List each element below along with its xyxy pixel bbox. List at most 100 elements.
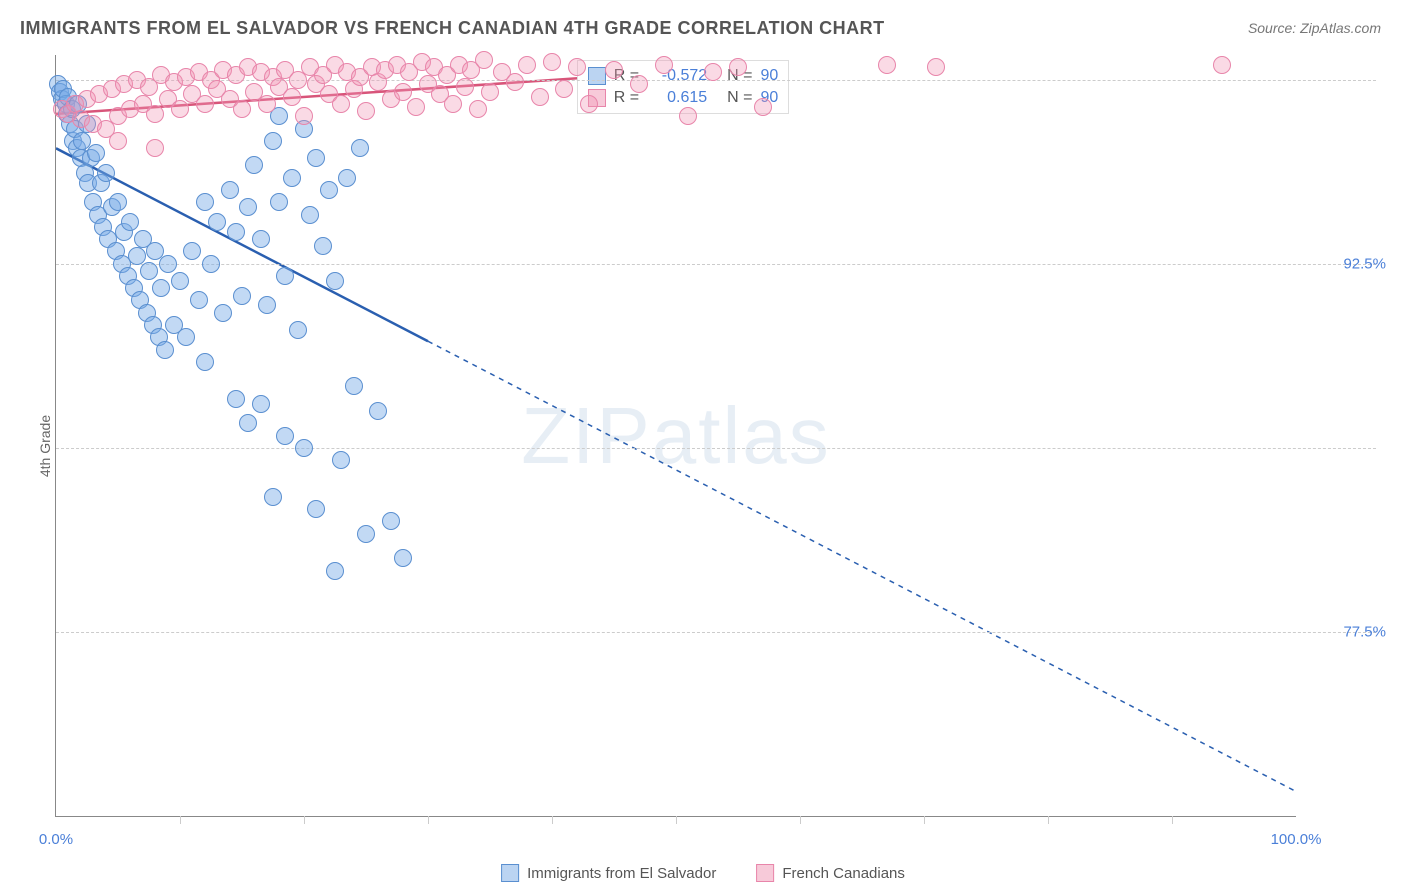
data-point [289,321,307,339]
x-tick-mark [1048,816,1049,824]
data-point [159,255,177,273]
data-point [270,193,288,211]
data-point [239,414,257,432]
x-tick-mark [1172,816,1173,824]
legend-item: Immigrants from El Salvador [501,864,716,882]
data-point [171,272,189,290]
data-point [227,223,245,241]
trend-lines-svg [56,55,1296,816]
data-point [97,164,115,182]
data-point [630,75,648,93]
data-point [314,237,332,255]
data-point [481,83,499,101]
data-point [258,95,276,113]
data-point [394,83,412,101]
data-point [252,395,270,413]
legend-swatch [588,67,606,85]
data-point [233,100,251,118]
watermark-atlas: atlas [652,391,831,480]
x-tick-mark [552,816,553,824]
data-point [227,390,245,408]
data-point [469,100,487,118]
data-point [407,98,425,116]
data-point [580,95,598,113]
gridline-h [56,448,1376,449]
data-point [444,95,462,113]
data-point [475,51,493,69]
data-point [320,181,338,199]
legend-row: R =0.615N =90 [588,87,778,109]
data-point [927,58,945,76]
data-point [87,144,105,162]
watermark-zip: ZIP [521,391,651,480]
data-point [605,61,623,79]
data-point [295,107,313,125]
data-point [679,107,697,125]
watermark: ZIPatlas [521,390,830,482]
legend-label: French Canadians [782,865,905,882]
data-point [704,63,722,81]
data-point [171,100,189,118]
legend-n-value: 90 [760,67,778,85]
data-point [156,341,174,359]
data-point [128,247,146,265]
data-point [382,512,400,530]
data-point [332,451,350,469]
chart-title: IMMIGRANTS FROM EL SALVADOR VS FRENCH CA… [20,18,885,39]
data-point [295,439,313,457]
data-point [208,213,226,231]
data-point [326,562,344,580]
data-point [307,500,325,518]
x-tick-mark [180,816,181,824]
data-point [146,139,164,157]
data-point [177,328,195,346]
data-point [394,549,412,567]
data-point [196,95,214,113]
legend-swatch [501,864,519,882]
gridline-h [56,632,1376,633]
data-point [326,272,344,290]
source-label: Source: ZipAtlas.com [1248,20,1381,36]
data-point [152,279,170,297]
data-point [183,242,201,260]
data-point [754,98,772,116]
data-point [140,262,158,280]
x-tick-label: 0.0% [39,831,73,848]
data-point [196,353,214,371]
data-point [345,377,363,395]
x-tick-label: 100.0% [1271,831,1322,848]
data-point [221,181,239,199]
data-point [276,267,294,285]
data-point [283,169,301,187]
data-point [301,206,319,224]
data-point [233,287,251,305]
y-axis-label: 4th Grade [37,415,53,477]
legend-n-label: N = [727,89,752,107]
x-tick-mark [428,816,429,824]
y-tick-label: 77.5% [1343,623,1386,640]
data-point [202,255,220,273]
data-point [307,149,325,167]
legend-item: French Canadians [756,864,905,882]
data-point [121,213,139,231]
x-tick-mark [304,816,305,824]
data-point [338,169,356,187]
data-point [245,156,263,174]
data-point [456,78,474,96]
data-point [1213,56,1231,74]
data-point [357,525,375,543]
data-point [878,56,896,74]
legend-swatch [756,864,774,882]
data-point [655,56,673,74]
data-point [264,488,282,506]
data-point [506,73,524,91]
data-point [332,95,350,113]
data-point [196,193,214,211]
data-point [146,105,164,123]
data-point [239,198,257,216]
data-point [543,53,561,71]
data-point [369,402,387,420]
trend-line-dashed [428,341,1296,791]
data-point [258,296,276,314]
data-point [357,102,375,120]
